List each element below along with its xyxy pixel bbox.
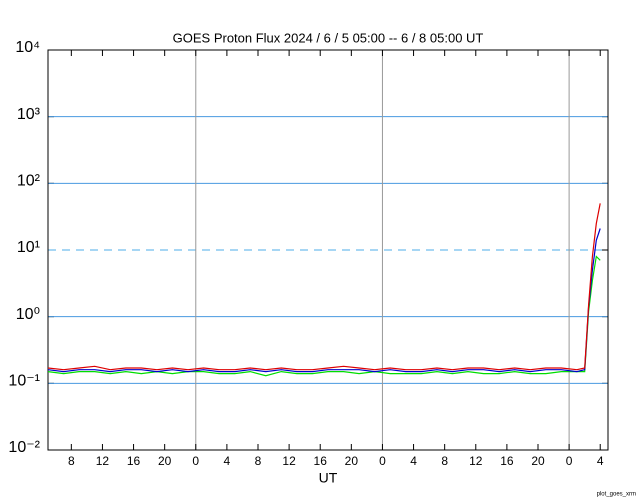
x-tick-label: 20 <box>345 454 359 468</box>
x-tick-label: 16 <box>127 454 141 468</box>
x-tick-label: 20 <box>158 454 172 468</box>
x-tick-label: 12 <box>282 454 296 468</box>
chart-title: GOES Proton Flux 2024 / 6 / 5 05:00 -- 6… <box>173 30 484 45</box>
x-tick-label: 0 <box>379 454 386 468</box>
footer: plot_goes_xrm <box>597 492 636 498</box>
y-tick-label: 10³ <box>17 106 41 123</box>
plot-frame <box>47 49 609 451</box>
x-tick-label: 8 <box>68 454 75 468</box>
y-tick-label: 10² <box>17 173 41 190</box>
y-tick-label: 10¹ <box>17 239 40 256</box>
y-tick-label: 10⁻² <box>8 439 40 456</box>
x-tick-label: 12 <box>96 454 110 468</box>
x-tick-label: 16 <box>314 454 328 468</box>
x-tick-label: 4 <box>224 454 231 468</box>
x-tick-label: 0 <box>566 454 573 468</box>
y-tick-label: 10⁻¹ <box>8 373 40 390</box>
x-tick-label: 20 <box>531 454 545 468</box>
x-tick-label: 8 <box>255 454 262 468</box>
x-tick-label: 12 <box>469 454 483 468</box>
x-tick-label: 4 <box>410 454 417 468</box>
x-tick-label: 16 <box>500 454 514 468</box>
y-tick-label: 10⁴ <box>15 39 40 56</box>
x-tick-label: 4 <box>597 454 604 468</box>
flux-line <box>47 203 601 371</box>
flux-line <box>47 228 601 373</box>
x-tick-label: 8 <box>441 454 448 468</box>
x-tick-label: 0 <box>192 454 199 468</box>
x-axis-label: UT <box>319 470 338 486</box>
flux-line <box>47 255 601 377</box>
y-tick-label: 10⁰ <box>16 306 40 323</box>
